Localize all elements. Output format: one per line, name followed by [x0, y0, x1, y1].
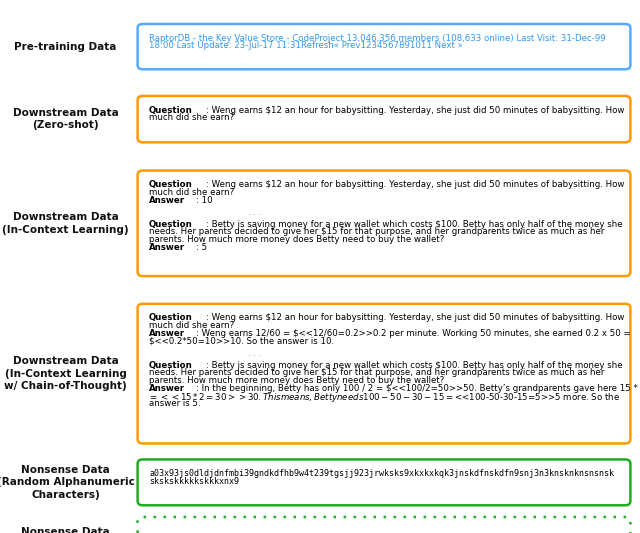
Text: : 10: : 10 — [196, 196, 212, 205]
Text: parents. How much more money does Betty need to buy the wallet?: parents. How much more money does Betty … — [149, 235, 444, 244]
FancyBboxPatch shape — [138, 459, 630, 505]
Text: : Betty is saving money for a new wallet which costs $100. Betty has only half o: : Betty is saving money for a new wallet… — [205, 220, 622, 229]
Text: parents. How much more money does Betty need to buy the wallet?: parents. How much more money does Betty … — [149, 376, 444, 385]
FancyBboxPatch shape — [138, 171, 630, 276]
Text: Question: Question — [149, 220, 193, 229]
Text: Pre-training Data: Pre-training Data — [15, 42, 116, 52]
Text: Question: Question — [149, 360, 193, 369]
Text: = $<<15*2=30>>30. This means, Betty needs 100 - 50 - 30 - 15 = $<<100-50-30-15=5: = $<<15*2=30>>30. This means, Betty need… — [149, 391, 620, 405]
Text: needs. Her parents decided to give her $15 for that purpose, and her grandparent: needs. Her parents decided to give her $… — [149, 368, 605, 377]
Text: Downstream Data
(In-Context Learning): Downstream Data (In-Context Learning) — [3, 212, 129, 235]
Text: Question: Question — [149, 313, 193, 322]
Text: : Weng earns $12 an hour for babysitting. Yesterday, she just did 50 minutes of : : Weng earns $12 an hour for babysitting… — [205, 180, 624, 189]
Text: : Weng earns 12/60 = $<<12/60=0.2>>0.2 per minute. Working 50 minutes, she earne: : Weng earns 12/60 = $<<12/60=0.2>>0.2 p… — [196, 329, 630, 338]
Text: Nonsense Data
(Ellipses): Nonsense Data (Ellipses) — [21, 527, 110, 533]
Text: Downstream Data
(In-Context Learning
w/ Chain-of-Thought): Downstream Data (In-Context Learning w/ … — [4, 356, 127, 391]
FancyBboxPatch shape — [138, 96, 630, 142]
Text: : 5: : 5 — [196, 243, 207, 252]
Text: : Betty is saving money for a new wallet which costs $100. Betty has only half o: : Betty is saving money for a new wallet… — [205, 360, 622, 369]
Text: Nonsense Data
(Random Alphanumeric
Characters): Nonsense Data (Random Alphanumeric Chara… — [0, 465, 134, 500]
Text: Answer: Answer — [149, 196, 185, 205]
Text: RaptorDB - the Key Value Store - CodeProject 13,046,356 members (108,633 online): RaptorDB - the Key Value Store - CodePro… — [149, 34, 605, 43]
Text: a03x93js0dldjdnfmbi39gndkdfhb9w4t239tgsjj923jrwksks9xkxkxkqk3jnskdfnskdfn9snj3n3: a03x93js0dldjdnfmbi39gndkdfhb9w4t239tgsj… — [149, 469, 614, 478]
FancyBboxPatch shape — [138, 24, 630, 69]
Text: answer is 5.: answer is 5. — [149, 399, 201, 408]
FancyBboxPatch shape — [138, 304, 630, 443]
Text: Question: Question — [149, 180, 193, 189]
Text: 18:00 Last Update: 23-Jul-17 11:31Refresh« Prev1234567891011 Next »: 18:00 Last Update: 23-Jul-17 11:31Refres… — [149, 42, 463, 50]
Text: Answer: Answer — [149, 384, 185, 393]
Text: Downstream Data
(Zero-shot): Downstream Data (Zero-shot) — [13, 108, 118, 131]
Text: much did she earn?: much did she earn? — [149, 188, 234, 197]
Text: . . .: . . . — [149, 207, 262, 216]
FancyBboxPatch shape — [138, 517, 630, 533]
Text: Question: Question — [149, 106, 193, 115]
Text: Answer: Answer — [149, 243, 185, 252]
Text: : In the beginning, Betty has only 100 / 2 = $<<100/2=50>>50. Betty’s grandparen: : In the beginning, Betty has only 100 /… — [196, 384, 640, 393]
Text: : Weng earns $12 an hour for babysitting. Yesterday, she just did 50 minutes of : : Weng earns $12 an hour for babysitting… — [205, 106, 624, 115]
Text: needs. Her parents decided to give her $15 for that purpose, and her grandparent: needs. Her parents decided to give her $… — [149, 227, 605, 236]
Text: much did she earn?: much did she earn? — [149, 321, 234, 330]
Text: Answer: Answer — [149, 329, 185, 338]
Text: much did she earn?: much did she earn? — [149, 114, 234, 122]
Text: : Weng earns $12 an hour for babysitting. Yesterday, she just did 50 minutes of : : Weng earns $12 an hour for babysitting… — [205, 313, 624, 322]
Text: skskskkkkkskkkxnx9: skskskkkkkskkkxnx9 — [149, 477, 239, 486]
Text: $<<0.2*50=10>>10. So the answer is 10.: $<<0.2*50=10>>10. So the answer is 10. — [149, 337, 334, 345]
Text: . . .: . . . — [149, 349, 262, 358]
